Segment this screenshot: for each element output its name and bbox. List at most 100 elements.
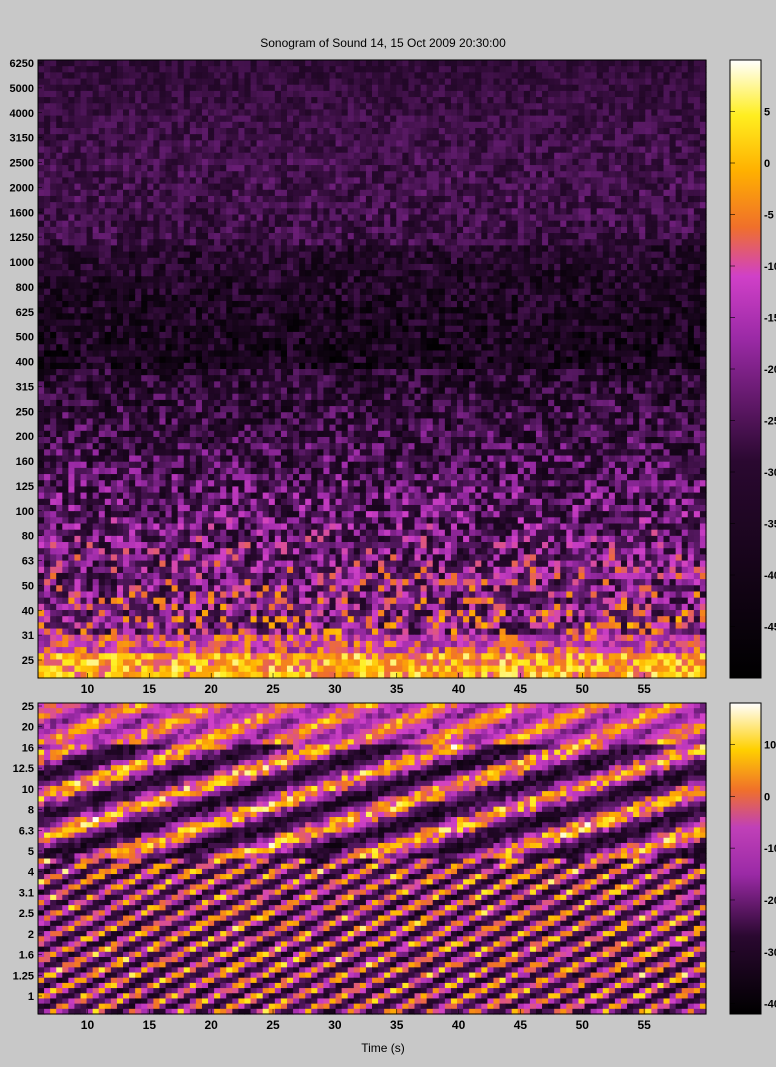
top-spectrogram-cell	[554, 171, 561, 179]
top-spectrogram-cell	[426, 195, 434, 203]
top-spectrogram-cell	[92, 127, 100, 135]
top-spectrogram-cell	[420, 140, 428, 148]
top-spectrogram-cell	[693, 84, 701, 92]
top-spectrogram-cell	[38, 78, 45, 86]
top-spectrogram-cell	[38, 270, 45, 277]
top-spectrogram-cell	[365, 263, 373, 271]
top-spectrogram-cell	[110, 214, 118, 222]
top-spectrogram-cell	[293, 233, 300, 240]
top-spectrogram-cell	[201, 251, 209, 259]
top-spectrogram-cell	[572, 245, 580, 253]
top-spectrogram-cell	[38, 115, 45, 123]
top-spectrogram-cell	[220, 97, 227, 104]
top-spectrogram-cell	[50, 307, 57, 314]
top-spectrogram-cell	[274, 220, 282, 228]
top-spectrogram-cell	[523, 226, 531, 234]
top-spectrogram-cell	[699, 103, 707, 111]
top-spectrogram-cell	[699, 263, 707, 271]
top-spectrogram-cell	[317, 319, 325, 327]
top-spectrogram-cell	[633, 239, 640, 246]
top-spectrogram-cell	[68, 109, 76, 117]
top-spectrogram-cell	[238, 208, 246, 216]
top-spectrogram-cell	[420, 90, 428, 98]
top-spectrogram-cell	[286, 325, 294, 333]
top-spectrogram-cell	[104, 140, 112, 148]
top-spectrogram-cell	[311, 282, 318, 290]
top-spectrogram-cell	[699, 239, 707, 246]
top-spectrogram-cell	[250, 208, 258, 216]
top-spectrogram-cell	[523, 158, 531, 166]
top-spectrogram-cell	[147, 288, 154, 296]
top-spectrogram-cell	[177, 90, 185, 98]
top-spectrogram-cell	[353, 60, 361, 67]
top-spectrogram-cell	[104, 195, 112, 203]
top-spectrogram-cell	[359, 257, 367, 265]
top-spectrogram-cell	[584, 152, 592, 160]
top-spectrogram-cell	[341, 313, 349, 321]
top-spectrogram-cell	[365, 109, 373, 117]
top-spectrogram-cell	[535, 60, 543, 67]
top-spectrogram-cell	[141, 90, 148, 98]
top-spectrogram-cell	[135, 183, 142, 191]
top-spectrogram-cell	[98, 109, 106, 117]
top-spectrogram-cell	[457, 245, 464, 253]
top-spectrogram-cell	[195, 152, 203, 160]
top-spectrogram-cell	[129, 84, 136, 92]
top-spectrogram-cell	[651, 177, 659, 185]
top-spectrogram-cell	[268, 214, 276, 222]
top-spectrogram-cell	[214, 146, 221, 154]
top-spectrogram-cell	[238, 121, 246, 129]
top-spectrogram-cell	[438, 313, 446, 321]
top-spectrogram-cell	[596, 245, 604, 253]
top-spectrogram-cell	[177, 115, 185, 123]
top-spectrogram-cell	[378, 257, 385, 265]
top-spectrogram-cell	[274, 251, 282, 259]
top-spectrogram-cell	[317, 288, 325, 296]
top-spectrogram-cell	[469, 233, 476, 240]
top-spectrogram-cell	[56, 66, 63, 73]
top-spectrogram-cell	[98, 146, 106, 154]
top-spectrogram-cell	[323, 127, 331, 135]
top-spectrogram-cell	[584, 146, 592, 154]
top-spectrogram-cell	[280, 195, 288, 203]
top-spectrogram-cell	[317, 158, 325, 166]
top-spectrogram-cell	[141, 226, 148, 234]
top-spectrogram-cell	[201, 97, 209, 104]
top-spectrogram-cell	[511, 251, 519, 259]
top-spectrogram-cell	[578, 152, 586, 160]
top-spectrogram-cell	[590, 319, 598, 327]
top-spectrogram-cell	[353, 313, 361, 321]
top-spectrogram-cell	[171, 294, 179, 302]
top-spectrogram-cell	[681, 127, 689, 135]
top-spectrogram-cell	[68, 121, 76, 129]
top-spectrogram-cell	[268, 288, 276, 296]
top-spectrogram-cell	[499, 103, 507, 111]
top-spectrogram-cell	[123, 121, 130, 129]
top-spectrogram-cell	[129, 165, 136, 172]
top-spectrogram-cell	[280, 127, 288, 135]
top-spectrogram-cell	[329, 177, 337, 185]
top-spectrogram-cell	[311, 146, 318, 154]
top-spectrogram-cell	[171, 325, 179, 333]
top-spectrogram-cell	[189, 97, 197, 104]
top-spectrogram-cell	[238, 325, 246, 333]
top-spectrogram-cell	[669, 66, 677, 73]
top-spectrogram-cell	[390, 90, 397, 98]
top-spectrogram-cell	[80, 313, 88, 321]
top-spectrogram-cell	[535, 177, 543, 185]
top-spectrogram-cell	[80, 78, 88, 86]
top-spectrogram-cell	[572, 121, 580, 129]
top-spectrogram-cell	[359, 251, 367, 259]
top-spectrogram-cell	[608, 152, 616, 160]
top-spectrogram-cell	[669, 208, 677, 216]
top-spectrogram-cell	[390, 251, 397, 259]
top-spectrogram-cell	[681, 251, 689, 259]
top-spectrogram-cell	[432, 331, 440, 339]
top-spectrogram-cell	[226, 152, 233, 160]
top-spectrogram-cell	[341, 319, 349, 327]
top-spectrogram-cell	[365, 239, 373, 246]
top-spectrogram-cell	[657, 263, 665, 271]
top-spectrogram-cell	[396, 84, 403, 92]
top-spectrogram-cell	[560, 146, 567, 154]
top-spectrogram-cell	[584, 282, 592, 290]
